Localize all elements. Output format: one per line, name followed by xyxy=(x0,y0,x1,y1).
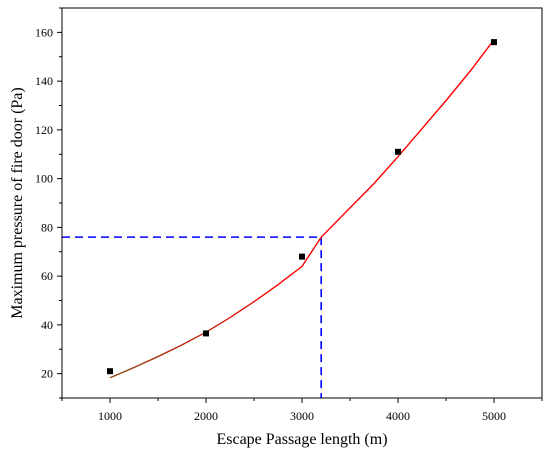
x-tick-label-5000: 5000 xyxy=(482,409,506,423)
fitted-curve xyxy=(109,39,495,379)
y-tick-label-80: 80 xyxy=(41,220,53,234)
y-tick-label-60: 60 xyxy=(41,269,53,283)
y-tick-label-160: 160 xyxy=(35,25,53,39)
y-tick-label-120: 120 xyxy=(35,123,53,137)
data-point-1 xyxy=(107,368,113,375)
data-point-4 xyxy=(395,148,401,155)
axes-layer: 1000 2000 3000 4000 5000 20 40 60 80 100 120 140 160 xyxy=(35,7,543,423)
plot-frame xyxy=(61,7,543,399)
plot-layer xyxy=(62,39,497,398)
data-point-2 xyxy=(203,330,209,337)
x-axis-title: Escape Passage length (m) xyxy=(216,431,387,448)
data-point-5 xyxy=(491,39,497,46)
x-tick-label-1000: 1000 xyxy=(98,409,122,423)
x-tick-label-4000: 4000 xyxy=(386,409,410,423)
x-tick-label-3000: 3000 xyxy=(290,409,314,423)
y-axis-title: Maximum pressure of fire door (Pa) xyxy=(9,87,26,319)
y-tick-label-20: 20 xyxy=(41,367,53,381)
data-point-3 xyxy=(299,253,305,260)
y-tick-label-40: 40 xyxy=(41,318,53,332)
y-tick-label-140: 140 xyxy=(35,74,53,88)
x-tick-label-2000: 2000 xyxy=(194,409,218,423)
y-tick-label-100: 100 xyxy=(35,172,53,186)
